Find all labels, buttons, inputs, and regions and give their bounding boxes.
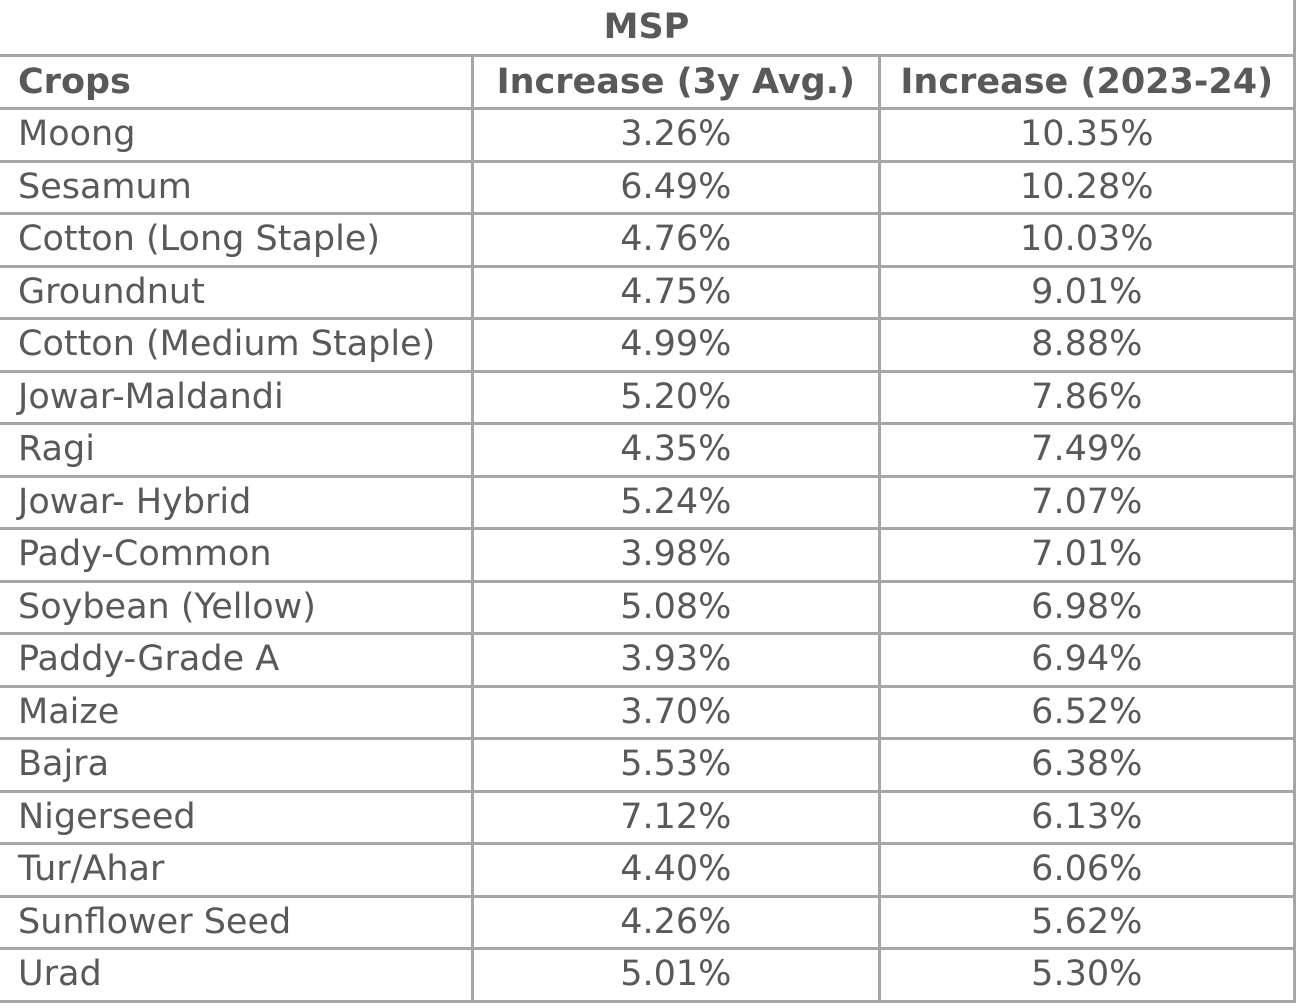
increase-3y-avg-cell: 6.49% bbox=[471, 159, 881, 215]
increase-2023-24-cell: 5.62% bbox=[877, 894, 1296, 950]
crop-name-cell: Jowar- Hybrid bbox=[0, 474, 475, 530]
header-row: Crops Increase (3y Avg.) Increase (2023-… bbox=[0, 54, 1296, 110]
increase-3y-avg-cell: 3.26% bbox=[471, 107, 881, 163]
increase-3y-avg-cell: 5.20% bbox=[471, 369, 881, 425]
increase-2023-24-cell: 10.03% bbox=[877, 212, 1296, 268]
table-row: Soybean (Yellow) 5.08% 6.98% bbox=[0, 579, 1296, 635]
table-row: Sesamum 6.49% 10.28% bbox=[0, 159, 1296, 215]
increase-2023-24-cell: 6.38% bbox=[877, 737, 1296, 793]
table-row: Jowar-Maldandi 5.20% 7.86% bbox=[0, 369, 1296, 425]
crop-name-cell: Maize bbox=[0, 684, 475, 740]
table-row: Nigerseed 7.12% 6.13% bbox=[0, 789, 1296, 845]
crop-name-cell: Cotton (Medium Staple) bbox=[0, 317, 475, 373]
crop-name-cell: Bajra bbox=[0, 737, 475, 793]
increase-2023-24-cell: 7.86% bbox=[877, 369, 1296, 425]
crop-name-cell: Soybean (Yellow) bbox=[0, 579, 475, 635]
increase-2023-24-cell: 7.07% bbox=[877, 474, 1296, 530]
crop-name-cell: Groundnut bbox=[0, 264, 475, 320]
header-increase-3y-avg: Increase (3y Avg.) bbox=[471, 54, 881, 110]
table-row: Cotton (Medium Staple) 4.99% 8.88% bbox=[0, 317, 1296, 373]
crop-name-cell: Sunflower Seed bbox=[0, 894, 475, 950]
table-row: Paddy-Grade A 3.93% 6.94% bbox=[0, 632, 1296, 688]
table-row: Sunflower Seed 4.26% 5.62% bbox=[0, 894, 1296, 950]
increase-2023-24-cell: 6.06% bbox=[877, 842, 1296, 898]
crop-name-cell: Sesamum bbox=[0, 159, 475, 215]
increase-3y-avg-cell: 4.35% bbox=[471, 422, 881, 478]
increase-2023-24-cell: 6.52% bbox=[877, 684, 1296, 740]
title-row: MSP bbox=[0, 0, 1296, 57]
increase-2023-24-cell: 10.35% bbox=[877, 107, 1296, 163]
increase-3y-avg-cell: 3.70% bbox=[471, 684, 881, 740]
crop-name-cell: Nigerseed bbox=[0, 789, 475, 845]
table-row: Urad 5.01% 5.30% bbox=[0, 947, 1296, 1003]
table-row: Bajra 5.53% 6.38% bbox=[0, 737, 1296, 793]
header-increase-2023-24: Increase (2023-24) bbox=[877, 54, 1296, 110]
increase-3y-avg-cell: 4.26% bbox=[471, 894, 881, 950]
header-crops: Crops bbox=[0, 54, 475, 110]
table-row: Tur/Ahar 4.40% 6.06% bbox=[0, 842, 1296, 898]
table-title: MSP bbox=[0, 0, 1296, 57]
crop-name-cell: Pady-Common bbox=[0, 527, 475, 583]
crop-name-cell: Paddy-Grade A bbox=[0, 632, 475, 688]
increase-3y-avg-cell: 4.75% bbox=[471, 264, 881, 320]
increase-3y-avg-cell: 4.76% bbox=[471, 212, 881, 268]
table-row: Moong 3.26% 10.35% bbox=[0, 107, 1296, 163]
table-row: Pady-Common 3.98% 7.01% bbox=[0, 527, 1296, 583]
crop-name-cell: Jowar-Maldandi bbox=[0, 369, 475, 425]
increase-3y-avg-cell: 5.53% bbox=[471, 737, 881, 793]
table-row: Cotton (Long Staple) 4.76% 10.03% bbox=[0, 212, 1296, 268]
crop-name-cell: Cotton (Long Staple) bbox=[0, 212, 475, 268]
increase-2023-24-cell: 6.94% bbox=[877, 632, 1296, 688]
increase-3y-avg-cell: 4.40% bbox=[471, 842, 881, 898]
increase-2023-24-cell: 6.13% bbox=[877, 789, 1296, 845]
crop-name-cell: Urad bbox=[0, 947, 475, 1003]
increase-2023-24-cell: 6.98% bbox=[877, 579, 1296, 635]
table-row: Ragi 4.35% 7.49% bbox=[0, 422, 1296, 478]
crop-name-cell: Moong bbox=[0, 107, 475, 163]
increase-2023-24-cell: 9.01% bbox=[877, 264, 1296, 320]
increase-3y-avg-cell: 3.98% bbox=[471, 527, 881, 583]
increase-3y-avg-cell: 3.93% bbox=[471, 632, 881, 688]
table-row: Groundnut 4.75% 9.01% bbox=[0, 264, 1296, 320]
increase-2023-24-cell: 7.49% bbox=[877, 422, 1296, 478]
increase-2023-24-cell: 7.01% bbox=[877, 527, 1296, 583]
increase-3y-avg-cell: 5.01% bbox=[471, 947, 881, 1003]
increase-3y-avg-cell: 5.08% bbox=[471, 579, 881, 635]
increase-2023-24-cell: 5.30% bbox=[877, 947, 1296, 1003]
crop-name-cell: Tur/Ahar bbox=[0, 842, 475, 898]
crop-name-cell: Ragi bbox=[0, 422, 475, 478]
increase-3y-avg-cell: 5.24% bbox=[471, 474, 881, 530]
increase-3y-avg-cell: 7.12% bbox=[471, 789, 881, 845]
increase-2023-24-cell: 10.28% bbox=[877, 159, 1296, 215]
increase-3y-avg-cell: 4.99% bbox=[471, 317, 881, 373]
table-row: Jowar- Hybrid 5.24% 7.07% bbox=[0, 474, 1296, 530]
increase-2023-24-cell: 8.88% bbox=[877, 317, 1296, 373]
table-row: Maize 3.70% 6.52% bbox=[0, 684, 1296, 740]
